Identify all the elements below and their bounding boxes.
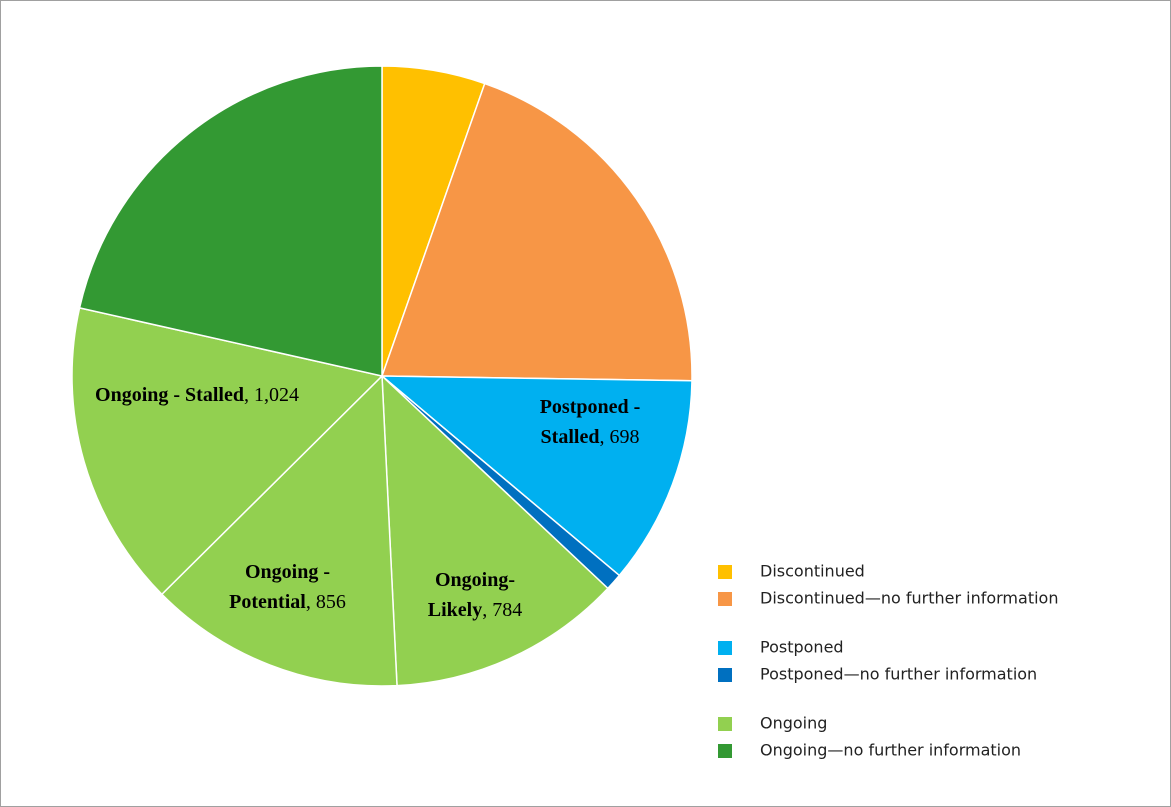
legend-label: Ongoing: [760, 714, 827, 733]
legend-label: Discontinued: [760, 562, 865, 581]
legend-label: Postponed: [760, 638, 844, 657]
data-label: Postponed - Stalled 698: [515, 392, 665, 452]
label-value: 1,024: [253, 384, 299, 406]
legend-swatch: [718, 744, 732, 758]
pie-slice: [71, 306, 384, 596]
pie-slice: [379, 375, 693, 577]
data-label: Ongoing - Stalled 1,024: [82, 380, 312, 410]
label-value: 784: [492, 599, 523, 621]
label-name: Ongoing - Stalled: [95, 384, 249, 406]
legend-swatch: [718, 565, 732, 579]
data-label: Ongoing- Likely 784: [405, 565, 545, 625]
legend-swatch: [718, 717, 732, 731]
legend-label: Postponed—no further information: [760, 665, 1037, 684]
label-value: 698: [609, 426, 640, 448]
label-value: 856: [315, 591, 346, 613]
legend-label: Discontinued—no further information: [760, 589, 1058, 608]
data-label: Ongoing - Potential 856: [210, 557, 365, 617]
pie-slice: [160, 374, 398, 687]
legend-label: Ongoing—no further information: [760, 741, 1021, 760]
legend-swatch: [718, 668, 732, 682]
pie-slice: [381, 374, 609, 687]
legend-swatch: [718, 592, 732, 606]
legend: Discontinued Discontinued—no further info…: [718, 562, 1058, 760]
pie-slice: [78, 65, 383, 377]
pie-slice: [380, 82, 693, 382]
legend-swatch: [718, 641, 732, 655]
